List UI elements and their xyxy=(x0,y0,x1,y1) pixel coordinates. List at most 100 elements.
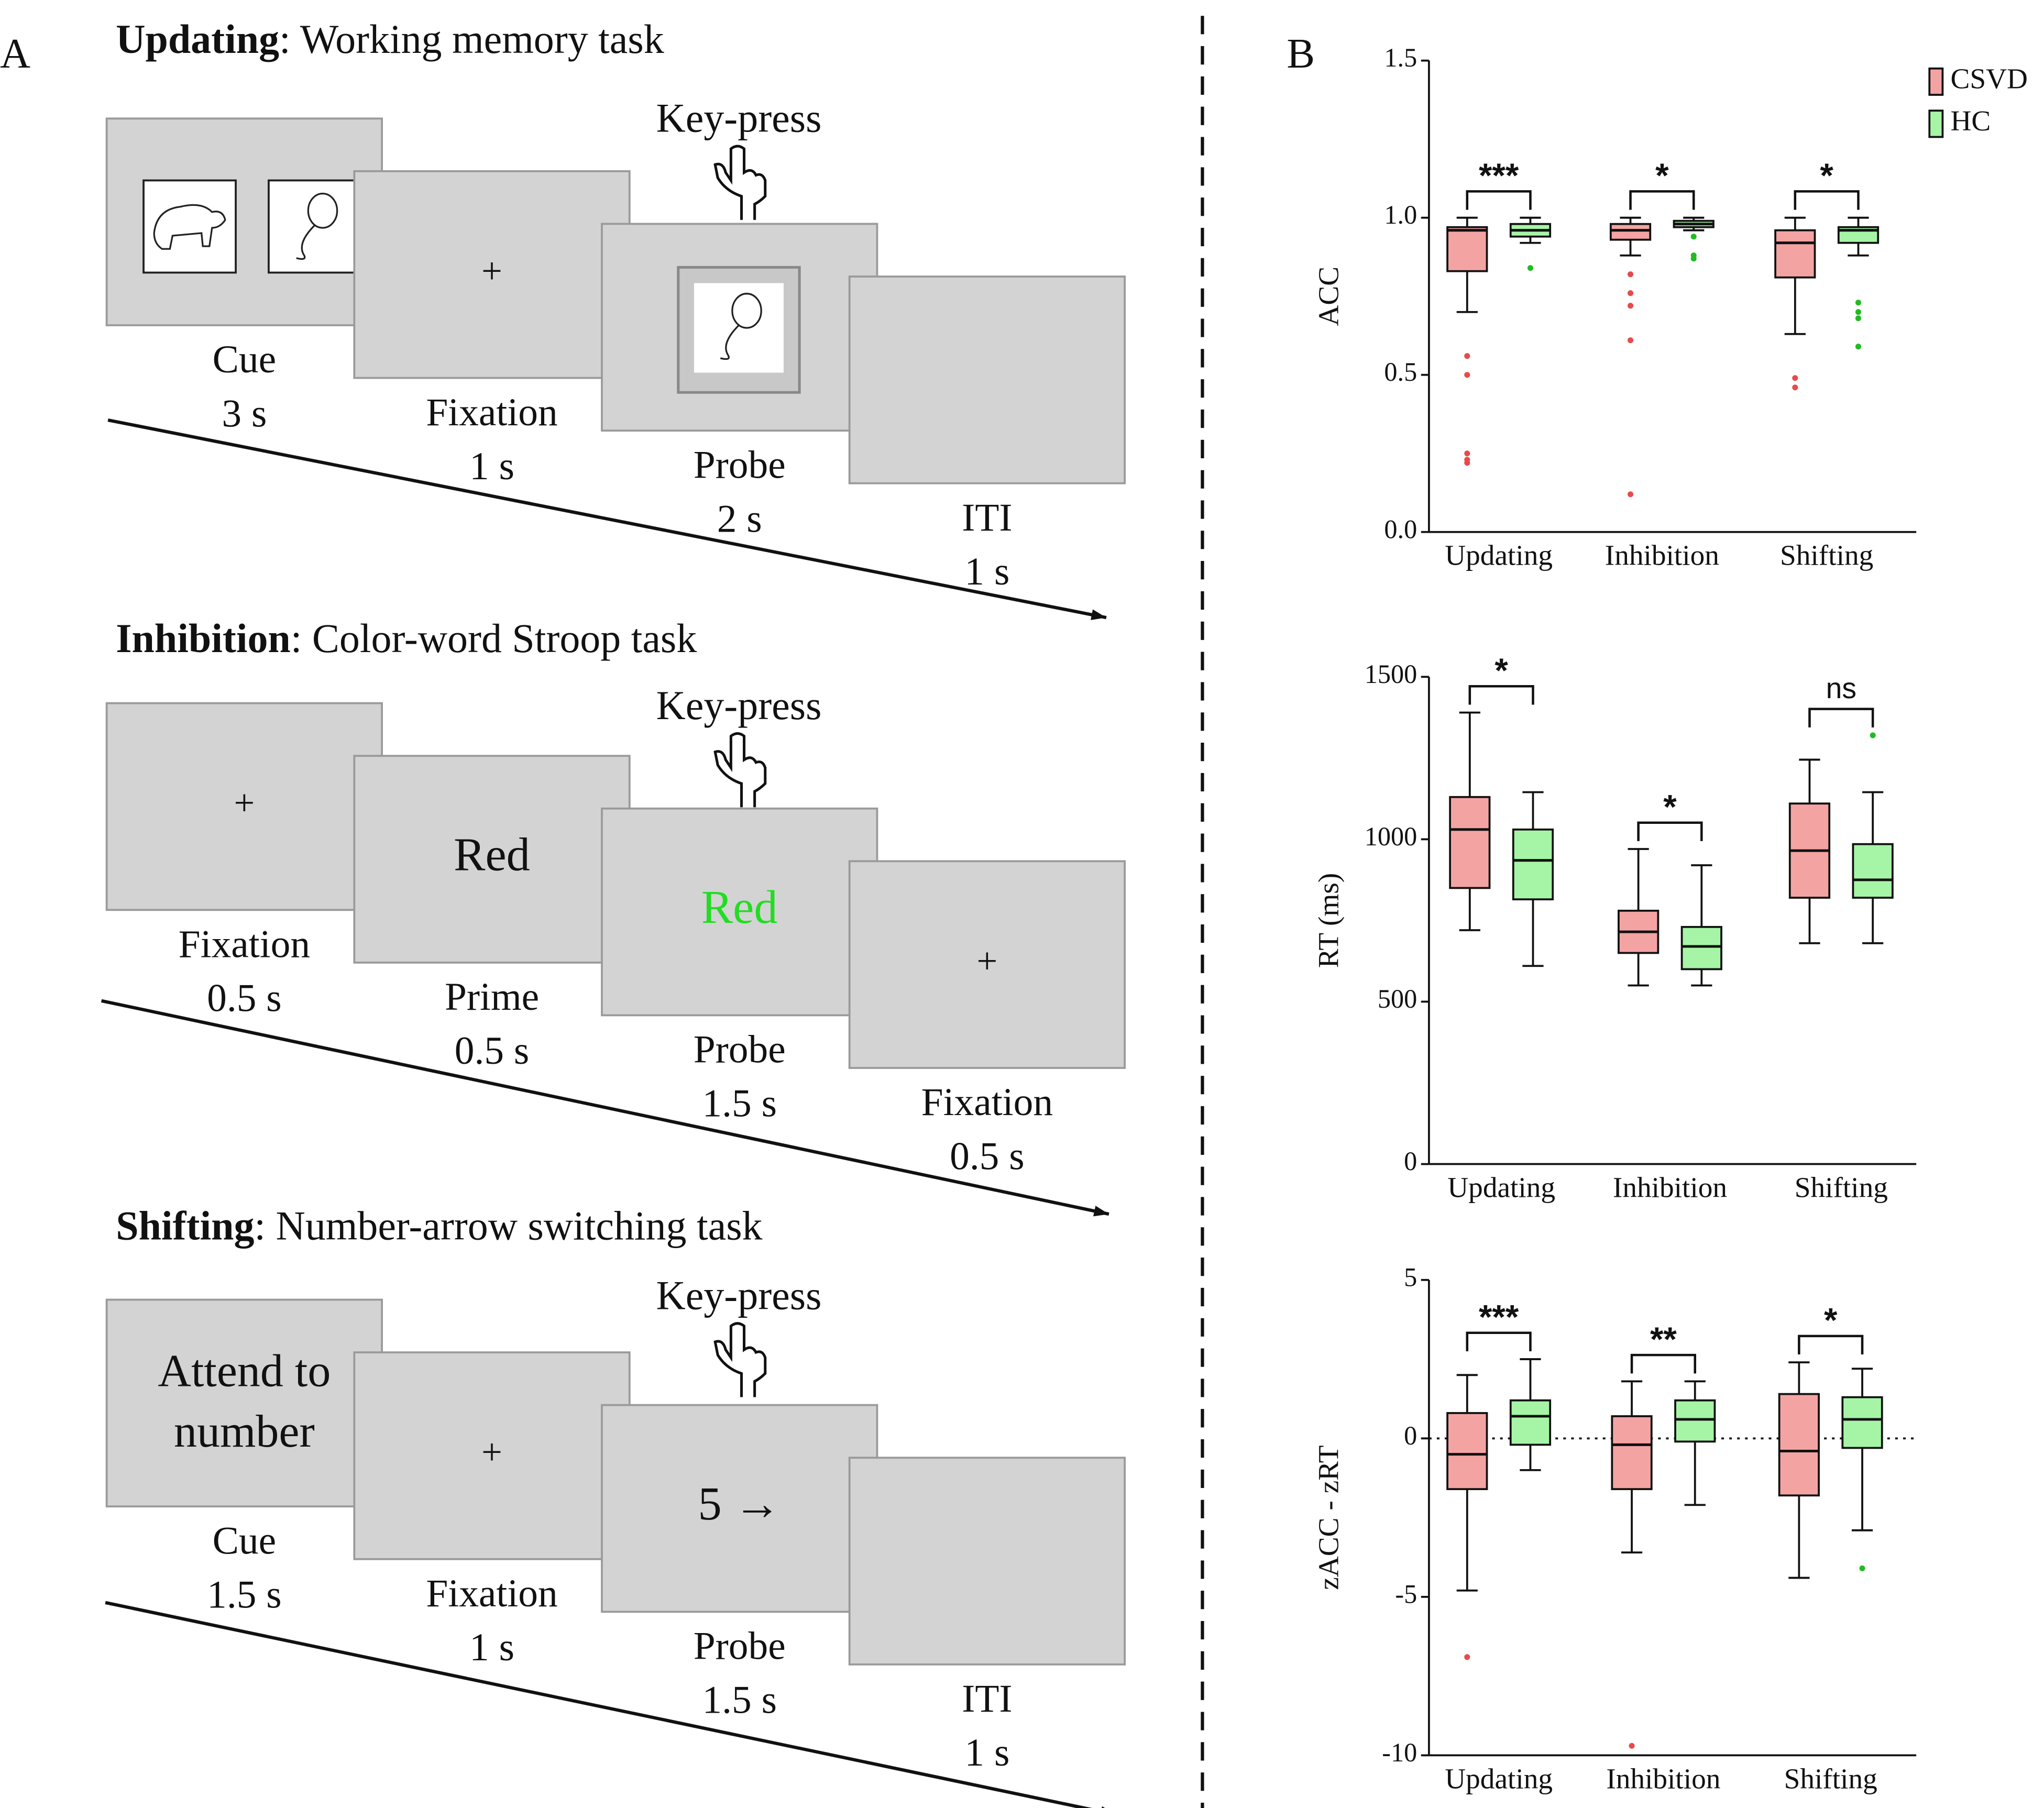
box xyxy=(1446,226,1488,272)
significance-bracket xyxy=(1637,821,1703,841)
x-tick-label: Updating xyxy=(1445,1762,1553,1794)
screen-label: Cue xyxy=(213,1519,276,1562)
screen-duration: 1 s xyxy=(964,1731,1009,1774)
screen-label: ITI xyxy=(962,496,1012,539)
screen-duration: 1 s xyxy=(469,445,514,488)
task-name: Updating xyxy=(116,17,279,62)
x-tick-label: Shifting xyxy=(1784,1762,1877,1794)
screen-duration: 1 s xyxy=(964,550,1009,593)
significance-bracket xyxy=(1630,1353,1697,1374)
significance-label: * xyxy=(1655,157,1669,195)
screen xyxy=(848,860,1126,1069)
screen-label: Prime xyxy=(445,975,539,1019)
y-tick-label: 0.5 xyxy=(1384,357,1417,387)
significance-label: ** xyxy=(1650,1320,1677,1358)
x-tick-label: Updating xyxy=(1445,539,1553,571)
outlier xyxy=(1855,315,1862,322)
screen xyxy=(353,755,631,964)
outlier xyxy=(1690,256,1697,262)
legend-label: HC xyxy=(1950,105,1991,137)
screen xyxy=(601,1404,878,1613)
x-tick-label: Updating xyxy=(1447,1172,1555,1204)
screen-content: Attend to xyxy=(158,1346,331,1396)
image-frame xyxy=(268,179,362,274)
outlier xyxy=(1859,1565,1865,1571)
y-tick-label: 0 xyxy=(1404,1421,1417,1450)
timeline-arrowhead xyxy=(1102,1806,1105,1808)
timeline-arrowhead xyxy=(1091,609,1106,620)
screen-label: Probe xyxy=(694,1625,786,1668)
y-tick-label: -10 xyxy=(1382,1738,1417,1767)
screen-content: + xyxy=(481,250,502,291)
outlier xyxy=(1629,1743,1635,1749)
screen-duration: 0.5 s xyxy=(455,1029,529,1073)
screen-label: Probe xyxy=(694,443,786,487)
panel-label: A xyxy=(0,30,30,77)
screen-duration: 1.5 s xyxy=(207,1573,281,1617)
timeline xyxy=(101,999,1109,1216)
x-tick-label: Inhibition xyxy=(1613,1172,1727,1204)
significance-bracket xyxy=(1794,190,1860,210)
legend-label: CSVD xyxy=(1950,63,2028,95)
outlier xyxy=(1464,450,1470,457)
outlier xyxy=(1690,234,1697,240)
outlier xyxy=(1870,732,1876,738)
outlier xyxy=(1464,460,1470,466)
significance-label: * xyxy=(1820,157,1833,195)
screen-duration: 2 s xyxy=(717,497,762,541)
outlier xyxy=(1855,309,1862,315)
box xyxy=(1680,925,1722,971)
hand-icon xyxy=(713,1322,767,1397)
outlier xyxy=(1792,384,1798,391)
screen-content: 5 → xyxy=(698,1477,781,1530)
balloon-drawing xyxy=(731,293,762,329)
outlier xyxy=(1855,344,1862,350)
balloon-drawing xyxy=(307,192,338,229)
outlier xyxy=(1464,353,1470,359)
bear-drawing xyxy=(153,204,226,250)
task-title: Inhibition: Color-word Stroop task xyxy=(116,616,697,661)
y-tick-label: 1.0 xyxy=(1384,200,1417,229)
box xyxy=(1774,229,1816,279)
y-axis-label: zACC - zRT xyxy=(1313,1446,1345,1590)
x-tick-label: Inhibition xyxy=(1605,539,1719,571)
probe-image xyxy=(694,283,784,373)
x-tick-label: Shifting xyxy=(1795,1172,1888,1204)
balloon-string xyxy=(720,324,740,360)
box xyxy=(1852,843,1894,899)
panel-label: B xyxy=(1287,30,1315,77)
box xyxy=(1674,1399,1716,1443)
significance-bracket xyxy=(1629,190,1695,210)
outlier xyxy=(1792,375,1798,381)
outlier xyxy=(1628,491,1634,498)
box xyxy=(1512,828,1554,901)
y-tick-label: 0.0 xyxy=(1384,514,1417,544)
y-axis-label: ACC xyxy=(1313,267,1345,326)
screen-duration: 1 s xyxy=(469,1626,514,1669)
y-axis-label: RT (ms) xyxy=(1313,873,1345,968)
screen-label: Fixation xyxy=(179,923,310,966)
key-press-label: Key-press xyxy=(656,96,821,141)
y-tick-label: 0 xyxy=(1404,1146,1417,1176)
significance-label: * xyxy=(1494,651,1508,689)
timeline xyxy=(107,418,1107,620)
box xyxy=(1609,223,1652,241)
box xyxy=(1611,1415,1653,1491)
screen-content: + xyxy=(234,782,255,823)
key-press-label: Key-press xyxy=(656,1273,821,1318)
significance-bracket xyxy=(1798,1335,1864,1355)
significance-bracket xyxy=(1466,190,1532,210)
box xyxy=(1446,1412,1488,1491)
screen-label: Probe xyxy=(694,1028,786,1072)
screen-content: Red xyxy=(701,880,778,933)
outlier xyxy=(1464,1654,1470,1660)
y-tick-label: 1500 xyxy=(1365,659,1417,689)
y-tick-label: 5 xyxy=(1404,1262,1417,1292)
y-tick-label: -5 xyxy=(1395,1579,1417,1608)
outlier xyxy=(1464,372,1470,378)
y-tick-label: 1000 xyxy=(1365,822,1417,851)
screen xyxy=(105,702,383,911)
screen-duration: 3 s xyxy=(222,392,267,435)
